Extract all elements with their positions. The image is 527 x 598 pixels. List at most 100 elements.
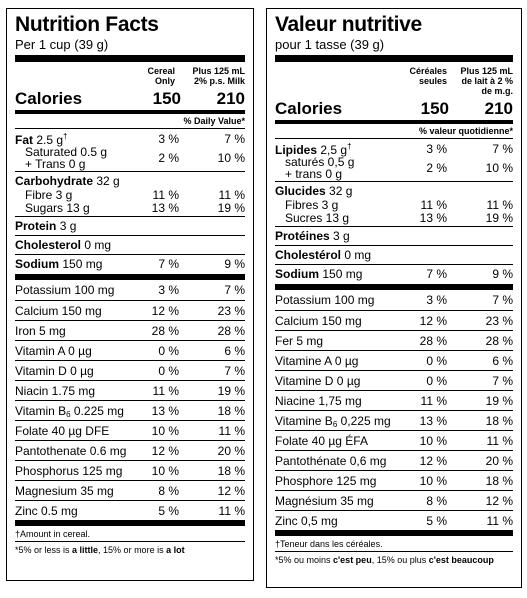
divider-medium: [275, 120, 513, 124]
micronutrient-dv-with-milk: 19 %: [217, 384, 245, 398]
micronutrient-dv-cereal: 8 %: [426, 494, 447, 508]
micronutrient-label: Fer 5 mg: [275, 334, 324, 348]
micronutrient-dv-with-milk: 12 %: [217, 484, 245, 498]
cholesterol-row: Cholesterol 0 mg: [15, 236, 245, 254]
micronutrient-dv-cereal: 0 %: [426, 374, 447, 388]
sodium-dv-cereal: 7 %: [158, 257, 179, 271]
micronutrient-row: Potassium 100 mg 3 % 7 %: [275, 290, 513, 310]
micronutrient-dv-cereal: 3 %: [158, 283, 179, 297]
micronutrient-row: Zinc 0,5 mg 5 % 11 %: [275, 510, 513, 530]
nutrition-facts-panel-en: Nutrition Facts Per 1 cup (39 g) Cereal …: [6, 8, 254, 581]
micronutrient-dv-cereal: 10 %: [151, 424, 179, 438]
micronutrient-dv-with-milk: 18 %: [485, 474, 513, 488]
micronutrient-label: Niacine 1,75 mg: [275, 394, 362, 408]
protein-row: Protein 3 g: [15, 217, 245, 235]
sodium-row: Sodium 150 mg 7 % 9 %: [275, 265, 513, 284]
calories-label: Calories: [275, 99, 343, 118]
micronutrient-dv-with-milk: 18 %: [485, 414, 513, 428]
micronutrient-row: Vitamine D 0 µg 0 % 7 %: [275, 370, 513, 390]
micronutrient-row: Niacine 1,75 mg 11 % 19 %: [275, 390, 513, 410]
micronutrient-dv-with-milk: 20 %: [217, 444, 245, 458]
fat-dv-cereal: 3 %: [158, 132, 179, 146]
calories-row: Calories 150 210: [15, 88, 245, 110]
micronutrient-dv-cereal: 10 %: [151, 464, 179, 478]
calories-with-milk: 210: [484, 99, 513, 118]
micronutrient-dv-cereal: 12 %: [419, 454, 447, 468]
micronutrient-label: Pantothenate 0.6 mg: [15, 444, 127, 458]
fibre-dv-cereal: 11 %: [152, 188, 179, 202]
micronutrient-dv-cereal: 12 %: [151, 304, 179, 318]
calories-cereal: 150: [152, 89, 181, 108]
micronutrient-row: Calcium 150 mg 12 % 23 %: [15, 300, 245, 320]
micronutrient-dv-cereal: 13 %: [151, 404, 179, 418]
sugars-label: Sucres 13 g: [285, 211, 350, 225]
micronutrient-dv-with-milk: 28 %: [485, 334, 513, 348]
title-fr: Valeur nutritive: [275, 13, 422, 36]
calories-with-milk: 210: [216, 89, 245, 108]
saturated-fat-label: saturés 0,5 g: [285, 155, 355, 169]
micronutrient-row: Magnesium 35 mg 8 % 12 %: [15, 480, 245, 500]
fat-row: Lipides 2,5 g† 3 % 7 % saturés 0,5 g + t…: [275, 139, 513, 181]
divider-thick: [15, 55, 245, 62]
sugars-dv-cereal: 13 %: [151, 201, 179, 215]
micronutrient-dv-cereal: 5 %: [426, 514, 447, 528]
fat-row: Fat 2.5 g† 3 % 7 % Saturated 0.5 g + Tra…: [15, 129, 245, 171]
carbohydrate-label: Glucides 32 g: [275, 184, 353, 198]
micronutrient-dv-cereal: 0 %: [158, 364, 179, 378]
micronutrient-dv-with-milk: 11 %: [486, 514, 513, 528]
sat-trans-dv-with-milk: 10 %: [485, 161, 513, 175]
protein-row: Protéines 3 g: [275, 227, 513, 245]
micronutrient-row: Pantothénate 0,6 mg 12 % 20 %: [275, 450, 513, 470]
micronutrient-label: Zinc 0,5 mg: [275, 514, 338, 528]
panel-en-content: Nutrition Facts Per 1 cup (39 g) Cereal …: [15, 9, 245, 580]
divider-medium: [15, 110, 245, 114]
micronutrient-dv-cereal: 13 %: [419, 414, 447, 428]
divider-thin: [15, 128, 245, 129]
footnote-daily-value: *5% or less is a little, 15% or more is …: [15, 545, 185, 555]
micronutrient-label: Magnésium 35 mg: [275, 494, 374, 508]
micronutrient-row: Potassium 100 mg 3 % 7 %: [15, 280, 245, 300]
footnote-amount: †Amount in cereal.: [15, 529, 91, 539]
calories-row: Calories 150 210: [275, 98, 513, 120]
fibre-dv-with-milk: 11 %: [486, 198, 513, 212]
column-header-with-milk: Plus 125 mL 2% p.s. Milk: [192, 66, 245, 86]
micronutrient-dv-cereal: 12 %: [151, 444, 179, 458]
fat-label: Fat 2.5 g†: [15, 132, 68, 147]
micronutrient-dv-cereal: 28 %: [419, 334, 447, 348]
serving-size-en: Per 1 cup (39 g): [15, 37, 109, 52]
micronutrient-dv-cereal: 0 %: [426, 354, 447, 368]
cholesterol-row: Cholestérol 0 mg: [275, 246, 513, 264]
daily-value-header: % Daily Value*: [183, 116, 245, 126]
fibre-dv-with-milk: 11 %: [218, 188, 245, 202]
micronutrient-row: Vitamin D 0 µg 0 % 7 %: [15, 360, 245, 380]
micronutrient-dv-with-milk: 28 %: [217, 324, 245, 338]
micronutrient-row: Vitamine B6 0,225 mg 13 % 18 %: [275, 410, 513, 430]
nutrition-facts-panel-fr: Valeur nutritive pour 1 tasse (39 g) Cér…: [266, 8, 522, 588]
title-en: Nutrition Facts: [15, 13, 159, 36]
micronutrient-dv-cereal: 10 %: [419, 474, 447, 488]
micronutrient-label: Vitamine A 0 µg: [275, 354, 359, 368]
fat-dv-cereal: 3 %: [426, 142, 447, 156]
micronutrient-dv-cereal: 11 %: [420, 394, 447, 408]
micronutrient-label: Potassium 100 mg: [275, 293, 375, 307]
column-headers-fr: Céréales seules Plus 125 mL de lait à 2 …: [275, 62, 513, 98]
micronutrient-label: Vitamin D 0 µg: [15, 364, 94, 378]
micronutrient-label: Vitamin A 0 µg: [15, 344, 92, 358]
micronutrient-row: Folate 40 µg DFE 10 % 11 %: [15, 420, 245, 440]
micronutrient-row: Phosphore 125 mg 10 % 18 %: [275, 470, 513, 490]
cholesterol-label: Cholestérol 0 mg: [275, 248, 372, 262]
column-header-with-milk: Plus 125 mL de lait à 2 % de m.g.: [460, 66, 513, 96]
micronutrient-label: Niacin 1.75 mg: [15, 384, 96, 398]
fibre-dv-cereal: 11 %: [420, 198, 447, 212]
micronutrient-dv-with-milk: 7 %: [492, 374, 513, 388]
sugars-dv-cereal: 13 %: [419, 211, 447, 225]
micronutrient-dv-with-milk: 11 %: [218, 504, 245, 518]
micronutrient-label: Phosphore 125 mg: [275, 474, 377, 488]
micronutrient-dv-with-milk: 23 %: [217, 304, 245, 318]
micronutrient-dv-cereal: 5 %: [158, 504, 179, 518]
micronutrient-dv-with-milk: 18 %: [217, 404, 245, 418]
fibre-label: Fibre 3 g: [25, 188, 73, 202]
serving-size-fr: pour 1 tasse (39 g): [275, 37, 385, 52]
protein-label: Protéines 3 g: [275, 229, 350, 243]
footnote-amount: †Teneur dans les céréales.: [275, 539, 383, 549]
